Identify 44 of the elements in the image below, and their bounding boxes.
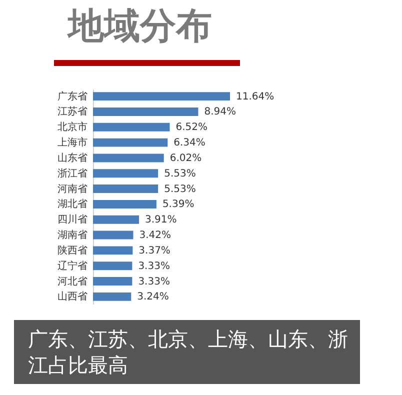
y-tick-label: 广东省 — [58, 90, 88, 102]
bar — [93, 107, 198, 116]
bar — [93, 92, 230, 101]
bar — [93, 215, 140, 224]
bar — [93, 292, 132, 301]
data-label: 3.33% — [138, 276, 170, 288]
bar — [93, 154, 164, 162]
data-label: 11.64% — [236, 91, 274, 102]
bar — [93, 246, 133, 255]
data-label: 3.37% — [138, 245, 170, 256]
chart-title: 地域分布 — [68, 5, 212, 49]
y-tick-label: 湖北省 — [58, 198, 88, 210]
y-tick-label: 四川省 — [58, 214, 88, 226]
bar — [93, 138, 168, 147]
y-tick-label: 山东省 — [58, 152, 88, 164]
text: 广东、江苏、北京、上海、山东、浙江占比最高 — [14, 320, 360, 384]
y-tick-label: 上海市 — [58, 136, 88, 149]
y-tick-label: 江苏省 — [58, 106, 88, 118]
data-label: 8.94% — [204, 106, 236, 118]
bar — [93, 262, 132, 270]
data-label: 3.24% — [137, 292, 169, 303]
y-tick-label: 山西省 — [58, 290, 88, 303]
y-tick-label: 辽宁省 — [58, 260, 88, 272]
y-tick-label: 陕西省 — [58, 244, 88, 256]
data-label: 3.42% — [139, 230, 172, 242]
data-label: 5.53% — [164, 184, 196, 195]
data-label: 6.02% — [170, 152, 202, 164]
data-label: 6.34% — [174, 138, 206, 149]
data-label: 5.53% — [164, 168, 196, 180]
y-tick-label: 河北省 — [58, 275, 88, 288]
data-label: 3.33% — [138, 260, 170, 272]
bar — [93, 122, 170, 132]
bar — [93, 169, 158, 178]
bar — [93, 277, 132, 286]
y-tick-label: 河南省 — [58, 182, 88, 195]
bar — [93, 184, 158, 194]
bar — [93, 230, 134, 240]
y-tick-label: 北京市 — [58, 121, 88, 134]
data-label: 5.39% — [162, 199, 194, 210]
bar — [93, 200, 156, 208]
data-label: 6.52% — [176, 122, 208, 134]
data-label: 3.91% — [145, 214, 177, 226]
y-tick-label: 湖南省 — [58, 229, 88, 242]
y-tick-label: 浙江省 — [58, 167, 88, 180]
